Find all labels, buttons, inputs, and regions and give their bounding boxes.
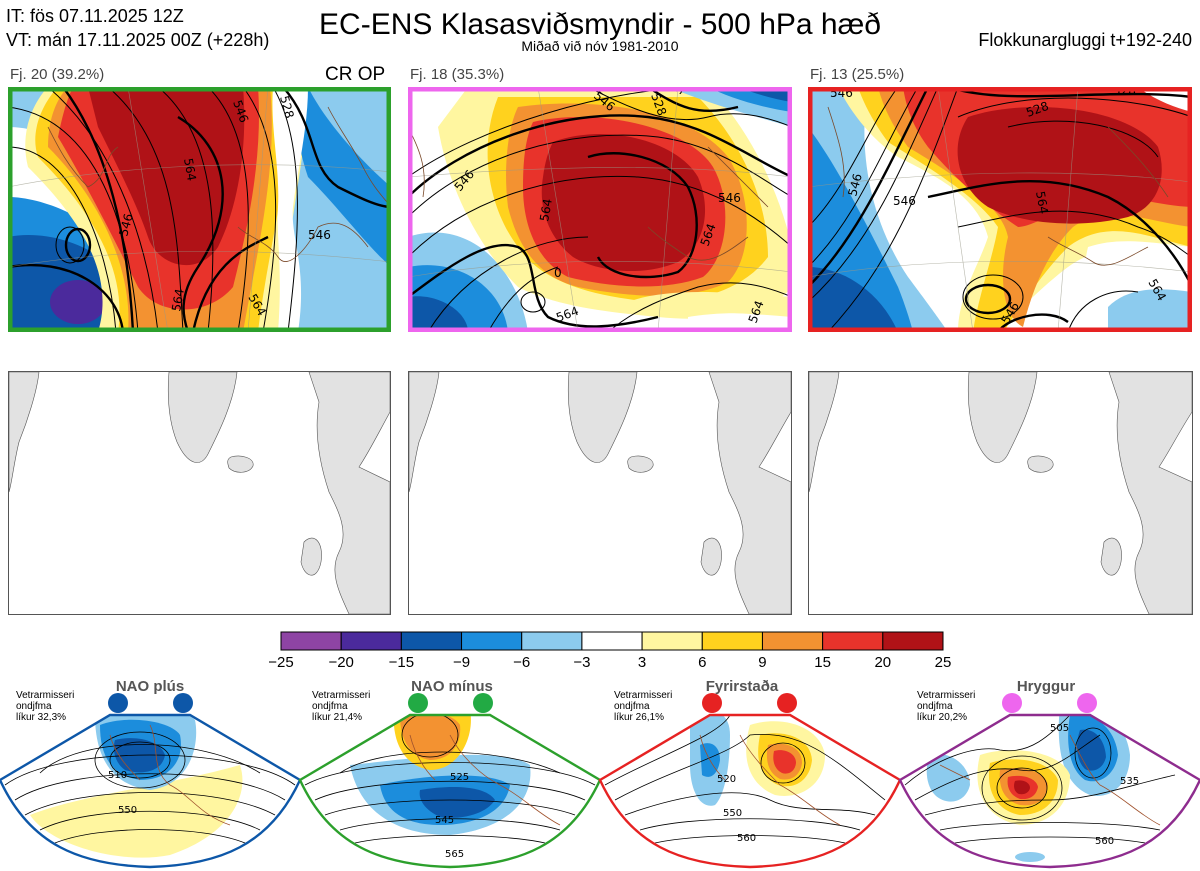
regime-nao-plus: 510 550 [0, 693, 302, 869]
contour-label: 528 [277, 94, 296, 120]
regime-note-3: Vetrarmisseri ondjfma líkur 26,1% [614, 690, 673, 723]
regime-contour-label: 520 [717, 774, 736, 785]
cr-op-label: CR OP [325, 64, 386, 85]
colorbar-swatch [761, 631, 824, 651]
contour-label: 564 [537, 198, 555, 223]
colorbar-swatch [581, 631, 643, 651]
contour-label: 546 [308, 228, 331, 242]
regime-panels: 510 550 [0, 693, 1200, 869]
colorbar-swatch [340, 631, 402, 651]
cluster-border-2 [408, 87, 792, 332]
colorbar-tick-label: 6 [698, 654, 707, 671]
cluster-label-1: Fj. 20 (39.2%) [10, 66, 105, 83]
colorbar-tick-label: −6 [513, 654, 531, 671]
colorbar-tick-label: −3 [573, 654, 591, 671]
contour-label: 546 [718, 191, 741, 205]
regime-contour-label: 560 [737, 833, 756, 844]
colorbar-tick-label: −25 [268, 654, 294, 671]
regime-fyrirstada: 520 550 560 [598, 693, 902, 869]
contour-label: 564 [169, 288, 187, 313]
cluster-border-1 [8, 87, 391, 332]
cluster-map-2: 546 528 510 546 564 0 564 546 564 564 [408, 87, 792, 332]
colorbar-swatch [882, 631, 944, 651]
empty-map-1 [8, 371, 391, 615]
regime-title-2: NAO mínus [411, 678, 493, 695]
regime-dot [1002, 693, 1022, 713]
empty-map-3 [808, 371, 1193, 615]
colorbar-tick-label: 9 [758, 654, 767, 671]
cluster-label-2: Fj. 18 (35.3%) [410, 66, 505, 83]
regime-dot [702, 693, 722, 713]
regime-contour-label: 550 [723, 808, 742, 819]
regime-dot [108, 693, 128, 713]
init-time: IT: fös 07.11.2025 12Z [6, 6, 184, 26]
colorbar-swatch [280, 631, 342, 651]
regime-note-2: Vetrarmisseri ondjfma líkur 21,4% [312, 690, 371, 723]
page-subtitle: Miðað við nóv 1981-2010 [521, 38, 679, 54]
colorbar-tick-label: 3 [637, 654, 647, 671]
colorbar-swatch [521, 631, 583, 651]
colorbar-swatch [701, 631, 763, 651]
colorbar-tick-label: 15 [814, 654, 831, 671]
regime-contour-label: 505 [1050, 723, 1069, 734]
contour-label: 510 [670, 87, 694, 97]
contour-label: 546 [845, 172, 864, 198]
regime-contour-label: 550 [118, 805, 137, 816]
cluster-border-3 [808, 87, 1192, 332]
colorbar-swatch [461, 631, 523, 651]
regime-title-1: NAO plús [115, 678, 185, 695]
regime-contour-label: 565 [445, 849, 464, 860]
regime-dot [1077, 693, 1097, 713]
page-title: EC-ENS Klasasviðsmyndir - 500 hPa hæð [319, 8, 881, 41]
contour-label: 546 [893, 194, 916, 208]
regime-title-4: Hryggur [1016, 678, 1076, 695]
valid-time: VT: mán 17.11.2025 00Z (+228h) [6, 30, 270, 50]
colorbar-tick-label: 25 [934, 654, 952, 671]
regime-contour-label: 525 [450, 772, 469, 783]
regime-dot [173, 693, 193, 713]
colorbar-tick-label: −9 [452, 654, 471, 671]
regime-hryggur: 505 535 560 [898, 693, 1200, 869]
contour-label: 528 [1113, 87, 1136, 98]
regime-title-3: Fyrirstaða [705, 678, 779, 695]
regime-contour-label: 560 [1095, 836, 1114, 847]
regime-dot [473, 693, 493, 713]
colorbar-tick-label: 20 [874, 654, 892, 671]
colorbar-swatch [641, 631, 703, 651]
regime-dot [408, 693, 428, 713]
contour-label: 564 [1033, 190, 1051, 215]
colorbar-tick-label: −15 [388, 654, 415, 671]
cluster-map-3: 546 528 546 528 564 546 564 546 [808, 87, 1192, 332]
regime-dot [777, 693, 797, 713]
cluster-label-3: Fj. 13 (25.5%) [810, 66, 905, 83]
window-label: Flokkunargluggi t+192-240 [978, 30, 1192, 50]
regime-contour-label: 535 [1120, 776, 1139, 787]
colorbar-tick-label: −20 [328, 654, 354, 671]
colorbar-swatch [822, 631, 884, 651]
regime-contour-label: 510 [108, 770, 127, 781]
regime-nao-minus: 525 545 565 [298, 693, 602, 869]
contour-label: 0 [554, 266, 562, 280]
contour-label: 564 [181, 157, 199, 182]
regime-contour-label: 545 [435, 815, 454, 826]
colorbar-swatch [400, 631, 463, 651]
colorbar [280, 631, 944, 651]
empty-map-2 [408, 371, 792, 615]
cluster-map-1: 546 528 564 546 564 564 546 [8, 87, 391, 332]
contour-label: 546 [116, 212, 135, 238]
regime-note-4: Vetrarmisseri ondjfma líkur 20,2% [917, 690, 976, 723]
regime-note-1: Vetrarmisseri ondjfma líkur 32,3% [16, 690, 75, 723]
